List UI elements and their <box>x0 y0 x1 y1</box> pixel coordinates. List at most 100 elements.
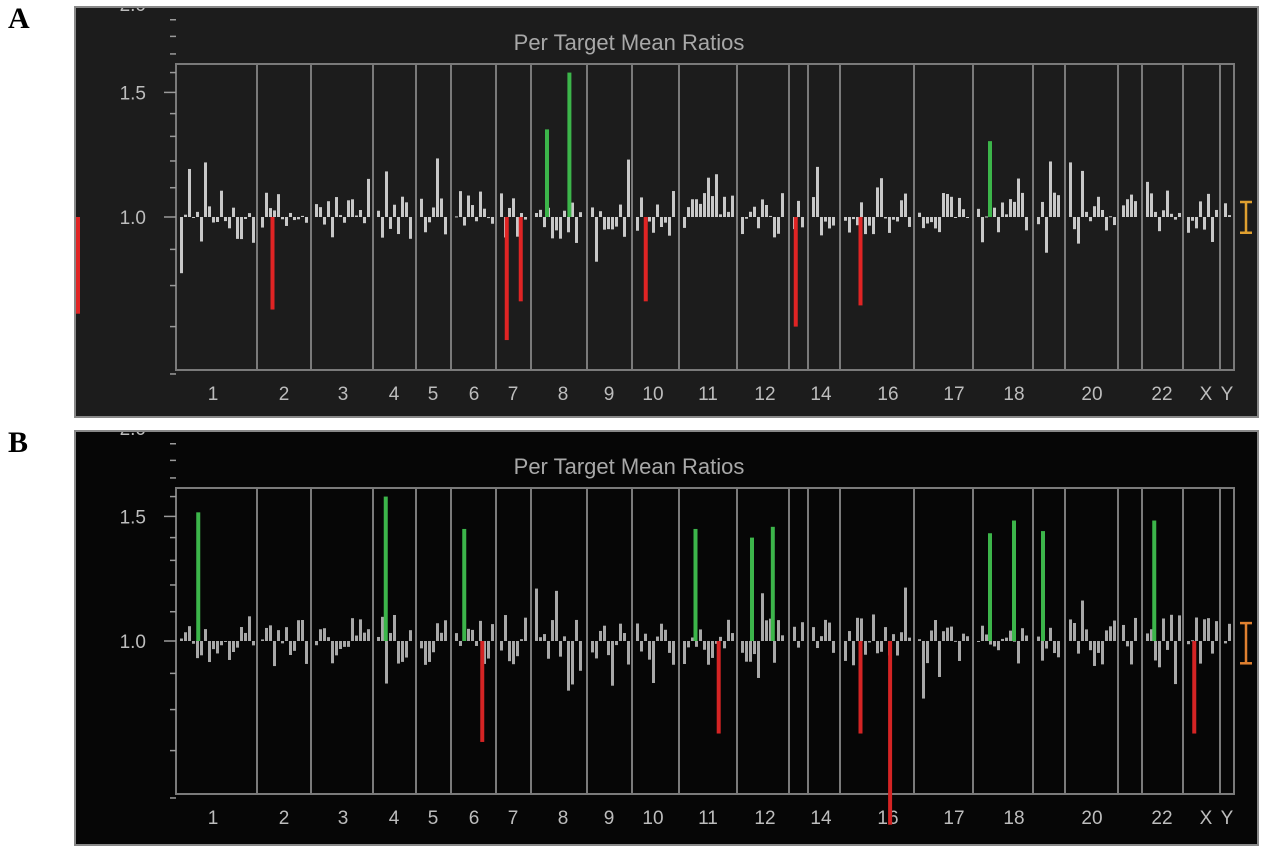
target-bar <box>487 217 490 219</box>
target-bar <box>934 217 937 229</box>
target-bar <box>1130 641 1133 665</box>
target-bar <box>1109 216 1112 218</box>
target-bar <box>749 641 752 662</box>
target-bar <box>184 214 187 217</box>
target-bar <box>401 196 404 217</box>
target-bar <box>1224 203 1227 217</box>
target-bar <box>1195 217 1198 229</box>
target-bar <box>1162 618 1165 641</box>
target-bar <box>615 641 618 646</box>
target-bar <box>285 217 288 226</box>
target-bar <box>1211 641 1214 654</box>
target-bar <box>930 630 933 641</box>
target-bar <box>440 198 443 217</box>
target-bar <box>958 641 961 661</box>
target-bar <box>828 217 831 229</box>
target-bar <box>793 626 796 641</box>
target-bar <box>1049 627 1052 641</box>
target-bar <box>543 634 546 641</box>
target-bar <box>1053 192 1056 217</box>
target-bar <box>723 641 726 649</box>
target-bar <box>555 217 558 231</box>
chrom-region-X <box>1219 63 1235 371</box>
gain-bar-chr8 <box>567 72 572 218</box>
loss-bar-chr15 <box>858 641 863 734</box>
target-bar <box>1207 193 1210 217</box>
target-bar <box>856 617 859 641</box>
gain-bar-chr1 <box>196 512 201 641</box>
target-bar <box>455 633 458 641</box>
target-bar <box>1089 641 1092 651</box>
target-bar <box>1130 194 1133 217</box>
target-bar <box>200 641 203 656</box>
target-bar <box>687 207 690 217</box>
target-bar <box>989 641 992 645</box>
loss-bar-chr22 <box>1192 641 1197 734</box>
target-bar <box>1146 181 1149 217</box>
target-bar <box>424 641 427 665</box>
target-bar <box>864 217 867 235</box>
target-bar <box>265 192 268 217</box>
target-bar <box>389 632 392 641</box>
target-bar <box>1191 640 1194 642</box>
target-bar <box>269 208 272 217</box>
target-bar <box>627 641 630 665</box>
target-bar <box>188 168 191 217</box>
target-bar <box>1041 201 1044 217</box>
target-bar <box>603 217 606 230</box>
gain-bar-chr21 <box>1152 520 1157 641</box>
target-bar <box>1001 638 1004 641</box>
target-bar <box>579 212 582 217</box>
target-bar <box>1166 641 1169 650</box>
target-bar <box>543 217 546 228</box>
target-bar <box>319 207 322 217</box>
target-bar <box>277 194 280 217</box>
target-bar <box>595 217 598 262</box>
target-bar <box>220 641 223 646</box>
target-bar <box>954 217 957 218</box>
gain-bar-chr11 <box>693 528 698 641</box>
target-bar <box>261 217 264 228</box>
target-bar <box>640 641 643 652</box>
x-tick-label-12: 12 <box>754 384 775 405</box>
target-bar <box>741 641 744 653</box>
target-bar <box>922 641 925 699</box>
target-bar <box>571 641 574 685</box>
target-bar <box>781 635 784 641</box>
target-bar <box>816 641 819 649</box>
target-bar <box>757 217 760 229</box>
target-bar <box>938 641 941 677</box>
target-bar <box>683 217 686 228</box>
target-bar <box>184 632 187 641</box>
target-bar <box>683 641 686 664</box>
target-bar <box>397 217 400 235</box>
target-bar <box>1025 217 1028 231</box>
target-bar <box>1170 614 1173 641</box>
loss-bar-chr15 <box>858 217 863 306</box>
target-bar <box>1101 641 1104 665</box>
target-bar <box>315 641 318 646</box>
target-bar <box>420 198 423 217</box>
target-bar <box>535 212 538 217</box>
target-bar <box>977 641 980 642</box>
target-bar <box>261 639 264 641</box>
target-bar <box>896 217 899 222</box>
target-bar <box>820 217 823 236</box>
target-bar <box>856 217 859 226</box>
target-bar <box>703 193 706 217</box>
x-tick-label-22: 22 <box>1151 384 1172 405</box>
target-bar <box>844 641 847 661</box>
target-bar <box>672 191 675 217</box>
target-bar <box>591 207 594 217</box>
target-bar <box>950 626 953 641</box>
target-bar <box>385 171 388 217</box>
target-bar <box>1126 199 1129 217</box>
target-bar <box>1126 641 1129 647</box>
target-bar <box>180 638 183 641</box>
target-bar <box>355 635 358 641</box>
target-bar <box>1045 641 1048 649</box>
target-bar <box>824 217 827 222</box>
target-bar <box>773 641 776 663</box>
target-bar <box>1021 628 1024 641</box>
target-bar <box>757 641 760 678</box>
